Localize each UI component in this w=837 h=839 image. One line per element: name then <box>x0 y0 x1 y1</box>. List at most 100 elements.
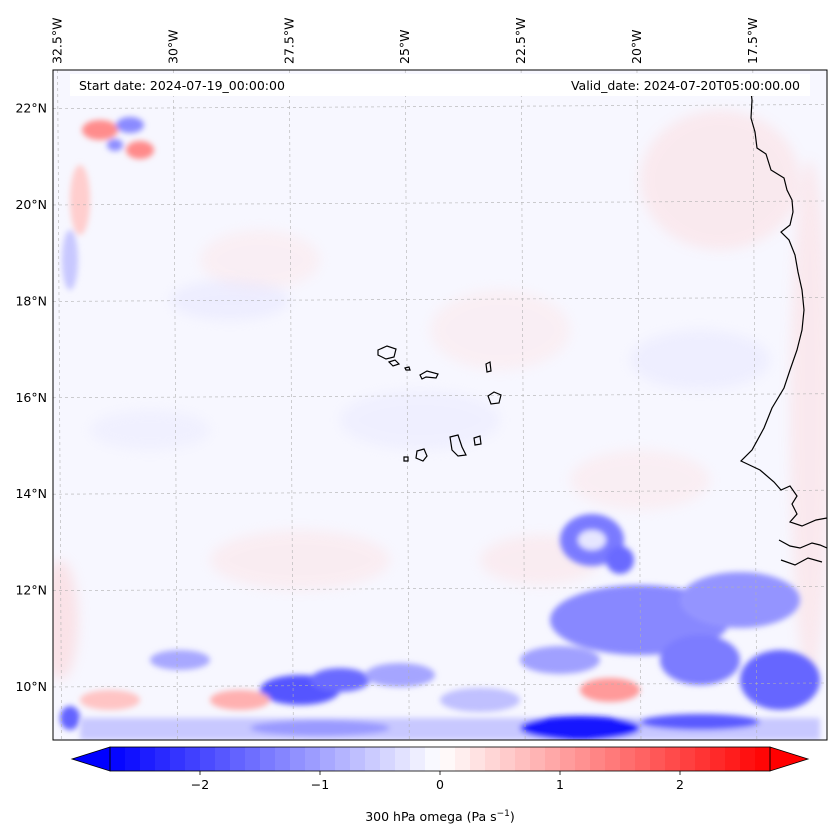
weak-ascent-shading <box>53 110 827 680</box>
bijagos-coast <box>778 539 827 566</box>
colorbar-bin <box>170 747 186 771</box>
lat-tick-label: 10°N <box>15 679 47 694</box>
colorbar-bin <box>500 747 516 771</box>
colorbar-bin <box>470 747 486 771</box>
meridian-line <box>404 70 410 740</box>
colorbar-bin <box>605 747 621 771</box>
colorbar-bin <box>575 747 591 771</box>
colorbar-bin <box>395 747 411 771</box>
colorbar-segments <box>110 747 771 771</box>
colorbar-bin <box>185 747 201 771</box>
cape-verde-sao-vicente <box>387 359 401 367</box>
colorbar-bin <box>410 747 426 771</box>
colorbar-bin <box>110 747 126 771</box>
nw-convection <box>62 117 154 290</box>
bottom-strip <box>80 714 820 740</box>
colorbar-bin <box>140 747 156 771</box>
colorbar-bin <box>560 747 576 771</box>
colorbar-bin <box>755 747 771 771</box>
colorbar-bin <box>530 747 546 771</box>
colorbar-bin <box>290 747 306 771</box>
colorbar-bin <box>260 747 276 771</box>
cape-verde-sao-nicolau <box>419 370 439 380</box>
lat-tick-label: 20°N <box>15 197 47 212</box>
colorbar-tick-label: −2 <box>191 777 209 792</box>
lat-tick-label: 12°N <box>15 583 47 598</box>
colorbar-extend-high <box>769 746 810 772</box>
colorbar-tick-label: −1 <box>311 777 329 792</box>
meridian-line <box>289 70 294 740</box>
colorbar-bin <box>455 747 471 771</box>
colorbar-bin <box>725 747 741 771</box>
cape-verde-brava <box>403 456 409 462</box>
west-africa-coast <box>739 83 827 527</box>
colorbar-bin <box>695 747 711 771</box>
cape-verde-maio <box>473 435 482 446</box>
colorbar-bin <box>200 747 216 771</box>
colorbar-bin <box>485 747 501 771</box>
lat-tick-label: 14°N <box>15 486 47 501</box>
colorbar-bin <box>650 747 666 771</box>
cape-verde-fogo <box>415 448 428 462</box>
colorbar-bin <box>245 747 261 771</box>
colorbar-bin <box>335 747 351 771</box>
colorbar-bin <box>380 747 396 771</box>
meridian-line <box>752 70 758 740</box>
colorbar-bin <box>215 747 231 771</box>
valid-date-label: Valid_date: 2024-07-20T05:00:00.00 <box>571 78 800 93</box>
start-date-label: Start date: 2024-07-19_00:00:00 <box>79 78 285 93</box>
colorbar-bin <box>545 747 561 771</box>
colorbar-bin <box>275 747 291 771</box>
lon-tick-label: 30°W <box>166 29 181 64</box>
graticule <box>53 70 827 740</box>
weak-descent-shading <box>90 280 770 450</box>
colorbar-ticks: −2 −1 0 1 2 <box>191 771 684 792</box>
colorbar-bin <box>365 747 381 771</box>
colorbar-bin <box>155 747 171 771</box>
map-frame <box>52 69 828 741</box>
lon-tick-label: 25°W <box>397 29 412 64</box>
longitude-labels: 32.5°W 30°W 27.5°W 25°W 22.5°W 20°W 17.5°W <box>50 18 760 64</box>
colorbar-bin <box>680 747 696 771</box>
colorbar-tick-label: 0 <box>436 777 444 792</box>
colorbar-bin <box>305 747 321 771</box>
latitude-labels: 22°N 20°N 18°N 16°N 14°N 12°N 10°N <box>15 101 47 694</box>
cape-verde-santo-antao <box>377 345 397 360</box>
colorbar-label: 300 hPa omega (Pa s−1) <box>365 809 515 824</box>
colorbar-bin <box>320 747 336 771</box>
central-blue-cell <box>560 514 634 574</box>
meridian-line <box>173 70 178 740</box>
colorbar-bin <box>350 747 366 771</box>
cape-verde-boa-vista <box>487 391 502 405</box>
meridian-line <box>520 70 526 740</box>
lon-tick-label: 20°W <box>629 29 644 64</box>
lon-tick-label: 32.5°W <box>50 18 65 64</box>
lat-tick-label: 18°N <box>15 293 47 308</box>
colorbar-bin <box>635 747 651 771</box>
colorbar-bin <box>230 747 246 771</box>
coastlines <box>377 83 827 566</box>
lon-tick-label: 27.5°W <box>281 18 296 64</box>
meridian-line <box>636 70 642 740</box>
date-banner <box>70 74 810 96</box>
colorbar-bin <box>515 747 531 771</box>
cape-verde-sal <box>485 361 492 373</box>
colorbar-tick-label: 1 <box>556 777 564 792</box>
colorbar-bin <box>740 747 756 771</box>
cape-verde-santa-luzia <box>404 366 411 371</box>
cape-verde-santiago <box>449 434 467 457</box>
colorbar-bin <box>620 747 636 771</box>
colorbar-bin <box>125 747 141 771</box>
colorbar-bin <box>425 747 441 771</box>
colorbar-bin <box>665 747 681 771</box>
southern-convective-band <box>60 572 820 730</box>
colorbar: −2 −1 0 1 2 300 hPa omega (Pa s−1) <box>70 746 810 824</box>
lon-tick-label: 17.5°W <box>745 18 760 64</box>
colorbar-bin <box>590 747 606 771</box>
lat-tick-label: 16°N <box>15 390 47 405</box>
lon-tick-label: 22.5°W <box>513 18 528 64</box>
colorbar-extend-low <box>70 746 111 772</box>
meridian-line <box>57 70 62 740</box>
map-panel: Start date: 2024-07-19_00:00:00 Valid_da… <box>52 69 828 741</box>
